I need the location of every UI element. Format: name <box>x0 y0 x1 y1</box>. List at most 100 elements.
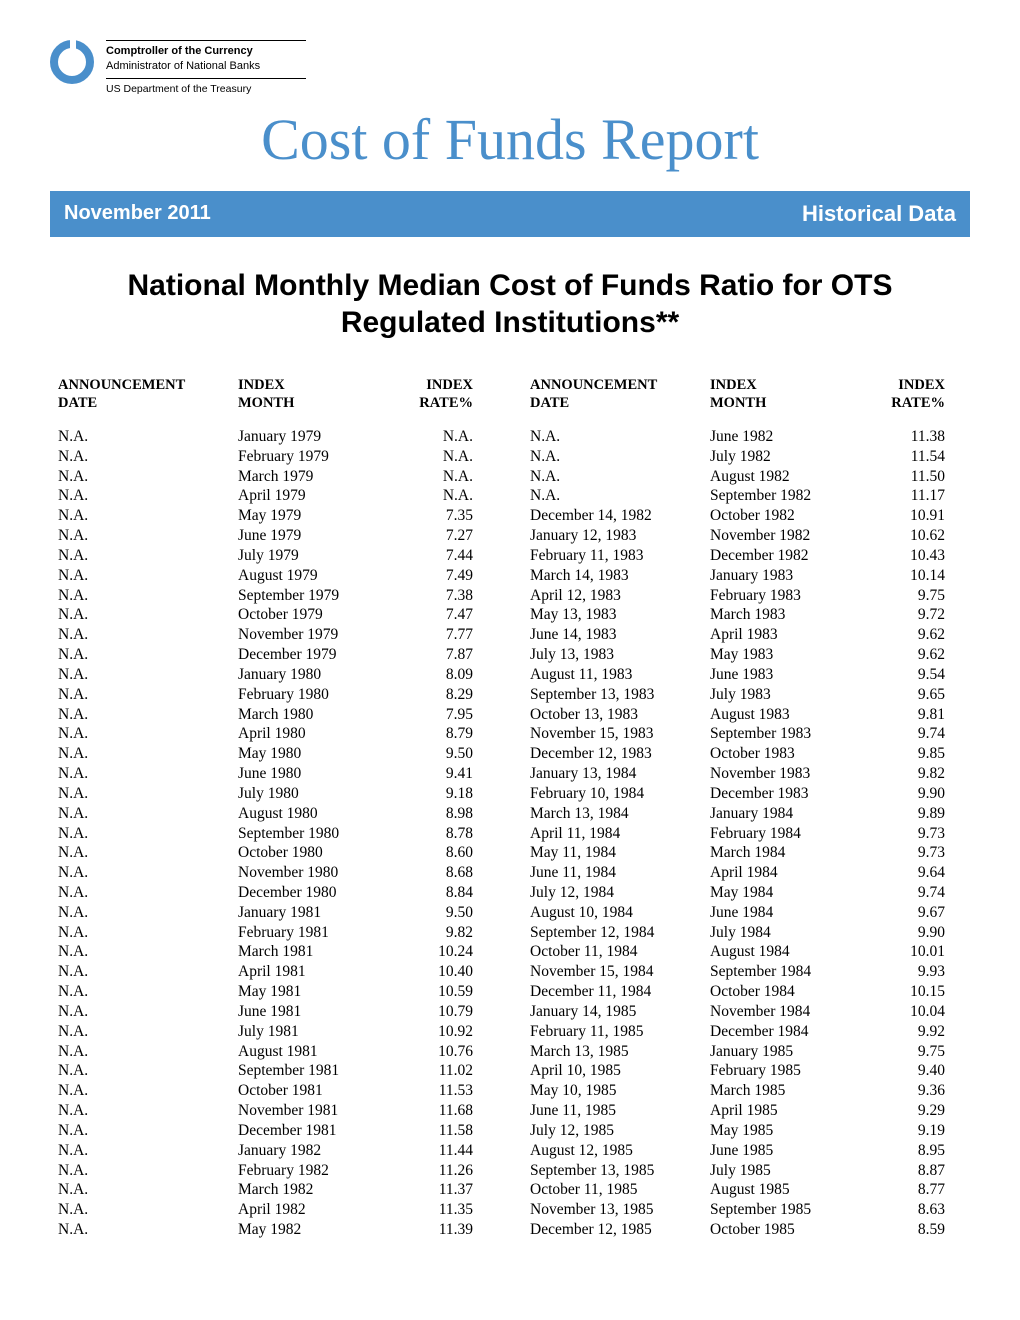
cell-announcement-date: December 12, 1983 <box>530 744 710 764</box>
cell-index-month: March 1982 <box>238 1180 393 1200</box>
cell-index-rate: 9.73 <box>865 824 945 844</box>
cell-index-rate: 9.74 <box>865 883 945 903</box>
cell-index-rate: 11.38 <box>865 427 945 447</box>
table-row: N.A.June 19797.27 <box>58 526 490 546</box>
table-row: March 13, 1985January 19859.75 <box>530 1042 962 1062</box>
cell-index-month: April 1985 <box>710 1101 865 1121</box>
table-row: March 14, 1983January 198310.14 <box>530 566 962 586</box>
cell-announcement-date: N.A. <box>58 526 238 546</box>
cell-index-rate: 9.82 <box>865 764 945 784</box>
cell-announcement-date: N.A. <box>58 1022 238 1042</box>
cell-index-rate: 10.43 <box>865 546 945 566</box>
cell-index-rate: 9.85 <box>865 744 945 764</box>
cell-announcement-date: N.A. <box>58 843 238 863</box>
cell-index-month: November 1982 <box>710 526 865 546</box>
cell-announcement-date: N.A. <box>58 467 238 487</box>
table-row: April 12, 1983February 19839.75 <box>530 586 962 606</box>
cell-index-month: October 1983 <box>710 744 865 764</box>
cell-announcement-date: N.A. <box>58 982 238 1002</box>
table-right-column: ANNOUNCEMENTDATE INDEXMONTH INDEXRATE% N… <box>530 376 962 1240</box>
cell-index-month: June 1979 <box>238 526 393 546</box>
cell-announcement-date: N.A. <box>58 1081 238 1101</box>
cell-index-month: December 1979 <box>238 645 393 665</box>
table-row: February 10, 1984December 19839.90 <box>530 784 962 804</box>
cell-index-month: September 1979 <box>238 586 393 606</box>
cell-announcement-date: N.A. <box>58 764 238 784</box>
cell-index-month: August 1982 <box>710 467 865 487</box>
cell-announcement-date: October 11, 1985 <box>530 1180 710 1200</box>
cell-index-month: March 1980 <box>238 705 393 725</box>
cell-announcement-date: May 11, 1984 <box>530 843 710 863</box>
cell-index-month: November 1979 <box>238 625 393 645</box>
agency-line1: Comptroller of the Currency <box>106 44 306 59</box>
table-row: July 12, 1984May 19849.74 <box>530 883 962 903</box>
cell-index-month: January 1985 <box>710 1042 865 1062</box>
cell-announcement-date: N.A. <box>58 1101 238 1121</box>
header-index-month: INDEXMONTH <box>710 376 865 413</box>
cell-announcement-date: N.A. <box>58 1141 238 1161</box>
cell-index-month: November 1981 <box>238 1101 393 1121</box>
cell-announcement-date: N.A. <box>530 427 710 447</box>
cell-index-month: August 1985 <box>710 1180 865 1200</box>
cell-index-rate: 9.50 <box>393 903 473 923</box>
cell-announcement-date: N.A. <box>530 467 710 487</box>
table-row: June 14, 1983April 19839.62 <box>530 625 962 645</box>
cell-index-rate: N.A. <box>393 467 473 487</box>
table-row: N.A.June 19809.41 <box>58 764 490 784</box>
cell-announcement-date: N.A. <box>58 903 238 923</box>
cell-index-rate: 9.93 <box>865 962 945 982</box>
cell-index-month: March 1983 <box>710 605 865 625</box>
table-row: September 13, 1985July 19858.87 <box>530 1161 962 1181</box>
cell-index-month: September 1983 <box>710 724 865 744</box>
table-row: N.A.February 19819.82 <box>58 923 490 943</box>
cell-announcement-date: August 10, 1984 <box>530 903 710 923</box>
cell-index-month: January 1983 <box>710 566 865 586</box>
table-row: N.A.January 19819.50 <box>58 903 490 923</box>
cell-announcement-date: April 11, 1984 <box>530 824 710 844</box>
agency-line2: Administrator of National Banks <box>106 59 306 74</box>
cell-index-rate: 9.89 <box>865 804 945 824</box>
cell-index-rate: 7.95 <box>393 705 473 725</box>
cell-index-month: June 1980 <box>238 764 393 784</box>
cell-index-rate: N.A. <box>393 447 473 467</box>
cell-index-rate: 8.60 <box>393 843 473 863</box>
cell-announcement-date: August 12, 1985 <box>530 1141 710 1161</box>
cell-announcement-date: N.A. <box>58 962 238 982</box>
table-row: N.A.April 19808.79 <box>58 724 490 744</box>
cell-index-month: November 1984 <box>710 1002 865 1022</box>
cell-announcement-date: January 12, 1983 <box>530 526 710 546</box>
cell-index-month: August 1981 <box>238 1042 393 1062</box>
cell-index-month: July 1982 <box>710 447 865 467</box>
page-header: Comptroller of the Currency Administrato… <box>50 40 970 96</box>
cell-index-month: January 1984 <box>710 804 865 824</box>
table-row: N.A.July 19809.18 <box>58 784 490 804</box>
cell-announcement-date: N.A. <box>58 506 238 526</box>
cell-index-rate: 7.44 <box>393 546 473 566</box>
cell-index-month: January 1980 <box>238 665 393 685</box>
cell-announcement-date: N.A. <box>58 784 238 804</box>
cell-index-rate: 9.92 <box>865 1022 945 1042</box>
cell-announcement-date: N.A. <box>58 566 238 586</box>
cell-index-rate: 7.35 <box>393 506 473 526</box>
cell-index-rate: 7.27 <box>393 526 473 546</box>
table-row: N.A.March 1979N.A. <box>58 467 490 487</box>
cell-index-month: April 1982 <box>238 1200 393 1220</box>
cell-announcement-date: N.A. <box>58 942 238 962</box>
cell-index-rate: 8.79 <box>393 724 473 744</box>
cell-index-rate: 11.54 <box>865 447 945 467</box>
table-row: N.A.May 19809.50 <box>58 744 490 764</box>
cell-announcement-date: March 13, 1985 <box>530 1042 710 1062</box>
cell-index-month: May 1982 <box>238 1220 393 1240</box>
cell-index-rate: 7.49 <box>393 566 473 586</box>
cell-announcement-date: N.A. <box>58 824 238 844</box>
cell-index-rate: 11.39 <box>393 1220 473 1240</box>
cell-announcement-date: May 13, 1983 <box>530 605 710 625</box>
cell-index-rate: 11.44 <box>393 1141 473 1161</box>
table-row: November 15, 1984September 19849.93 <box>530 962 962 982</box>
header-announcement-date: ANNOUNCEMENTDATE <box>58 376 238 413</box>
cell-index-month: April 1980 <box>238 724 393 744</box>
cell-announcement-date: March 14, 1983 <box>530 566 710 586</box>
cell-index-rate: 11.68 <box>393 1101 473 1121</box>
cell-index-month: February 1982 <box>238 1161 393 1181</box>
cell-index-rate: 8.78 <box>393 824 473 844</box>
